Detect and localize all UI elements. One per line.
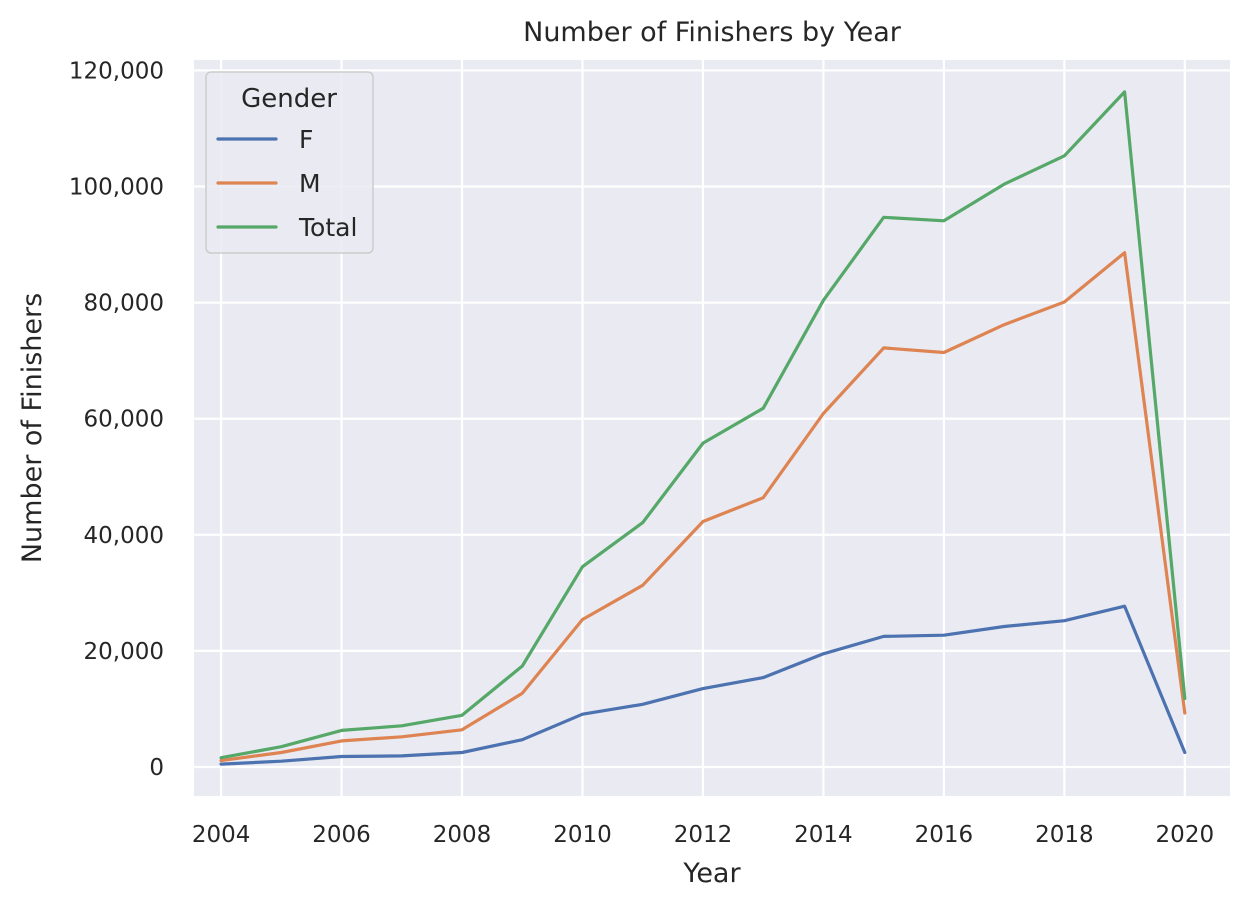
y-tick-label: 20,000 [84,639,164,665]
y-axis-label: Number of Finishers [17,293,48,563]
series-lines [219,90,1187,766]
x-tick-label: 2004 [192,822,251,848]
x-axis-label: Year [682,858,741,889]
x-tick-label: 2014 [794,822,853,848]
x-tick-label: 2018 [1035,822,1094,848]
x-tick-label: 2016 [915,822,974,848]
legend-label-m: M [299,169,321,198]
legend: Gender FM Total [205,71,374,254]
legend-box [205,71,374,254]
y-tick-label: 40,000 [84,523,164,549]
y-tick-label: 60,000 [84,407,164,433]
x-tick-label: 2020 [1156,822,1215,848]
legend-label-f: F [299,125,313,154]
y-tick-label: 0 [149,755,164,781]
x-tick-labels: 2004 2006 2008 2010 2012 2014 2016 2018 2020 [192,822,1214,848]
series-line-f [219,604,1187,766]
x-tick-label: 2010 [553,822,612,848]
y-tick-label: 80,000 [84,291,164,317]
y-tick-label: 100,000 [69,175,164,201]
series-line-m [219,251,1187,763]
gridlines [194,60,1230,796]
legend-title: Gender [241,84,337,114]
y-tick-label: 120,000 [69,58,164,84]
legend-label-total: Total [298,213,357,242]
y-tick-labels: 0 20,000 40,000 60,000 80,000 100,000 120,000 [69,58,164,781]
legend-entries: FM Total [216,125,357,242]
series-line-total [219,90,1187,760]
chart-title: Number of Finishers by Year [523,17,902,48]
x-tick-label: 2006 [312,822,371,848]
x-tick-label: 2008 [433,822,492,848]
x-tick-label: 2012 [674,822,733,848]
